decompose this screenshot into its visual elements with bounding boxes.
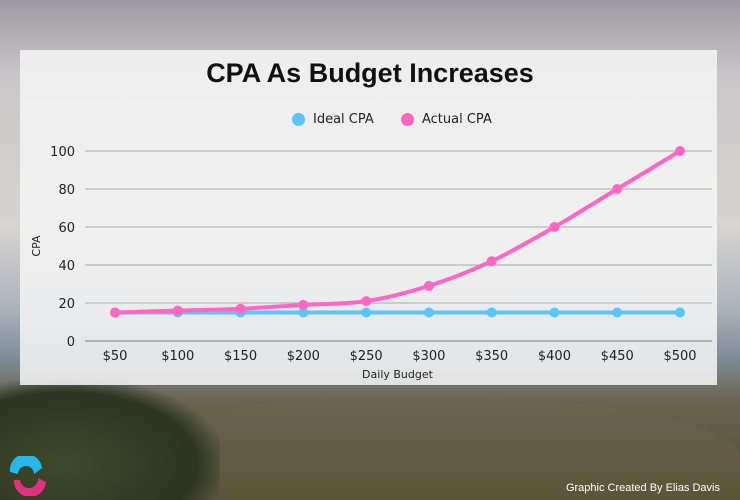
x-tick-label: $450 <box>601 349 634 364</box>
y-tick-label: 100 <box>50 145 75 160</box>
data-point-actual <box>423 280 434 291</box>
data-point-actual <box>172 305 183 316</box>
data-point-ideal <box>361 307 372 318</box>
x-tick-label: $350 <box>475 349 508 364</box>
data-point-actual <box>675 146 685 156</box>
chart-title: CPA As Budget Increases <box>206 58 534 88</box>
credit-text: Graphic Created By Elias Davis <box>565 482 720 494</box>
legend-actual-marker <box>401 113 414 126</box>
data-point-ideal <box>298 307 309 318</box>
legend-actual: Actual CPA <box>401 112 492 127</box>
data-point-actual <box>235 303 246 314</box>
data-point-ideal <box>549 307 560 318</box>
y-tick-label: 0 <box>67 335 75 350</box>
data-point-actual <box>361 296 372 307</box>
data-point-ideal <box>675 307 685 318</box>
chart-panel <box>20 50 717 385</box>
x-tick-label: $250 <box>350 349 383 364</box>
x-tick-label: $200 <box>287 349 320 364</box>
y-tick-label: 40 <box>58 259 75 274</box>
data-point-ideal <box>612 307 623 318</box>
y-axis-label: CPA <box>30 235 43 257</box>
y-tick-label: 80 <box>58 183 75 198</box>
data-point-actual <box>612 184 623 194</box>
x-tick-label: $100 <box>161 349 194 364</box>
x-tick-label: $300 <box>412 349 445 364</box>
x-tick-label: $400 <box>538 349 571 364</box>
y-tick-label: 20 <box>58 297 75 312</box>
data-point-actual <box>486 256 497 267</box>
x-tick-label: $50 <box>103 349 128 364</box>
logo-icon <box>9 456 46 496</box>
data-point-ideal <box>486 307 497 318</box>
legend-ideal: Ideal CPA <box>292 112 374 127</box>
x-tick-label: $500 <box>663 349 696 364</box>
data-point-actual <box>298 299 309 310</box>
legend-ideal-marker <box>292 113 305 126</box>
data-point-ideal <box>423 307 434 318</box>
x-axis-label: Daily Budget <box>362 368 434 381</box>
data-point-actual <box>110 307 120 318</box>
x-tick-label: $150 <box>224 349 257 364</box>
series-line-actual <box>114 149 682 315</box>
legend-ideal-label: Ideal CPA <box>313 112 374 127</box>
data-point-actual <box>549 222 560 232</box>
y-tick-label: 60 <box>58 221 75 236</box>
legend-actual-label: Actual CPA <box>422 112 492 127</box>
background-trees <box>0 380 220 500</box>
